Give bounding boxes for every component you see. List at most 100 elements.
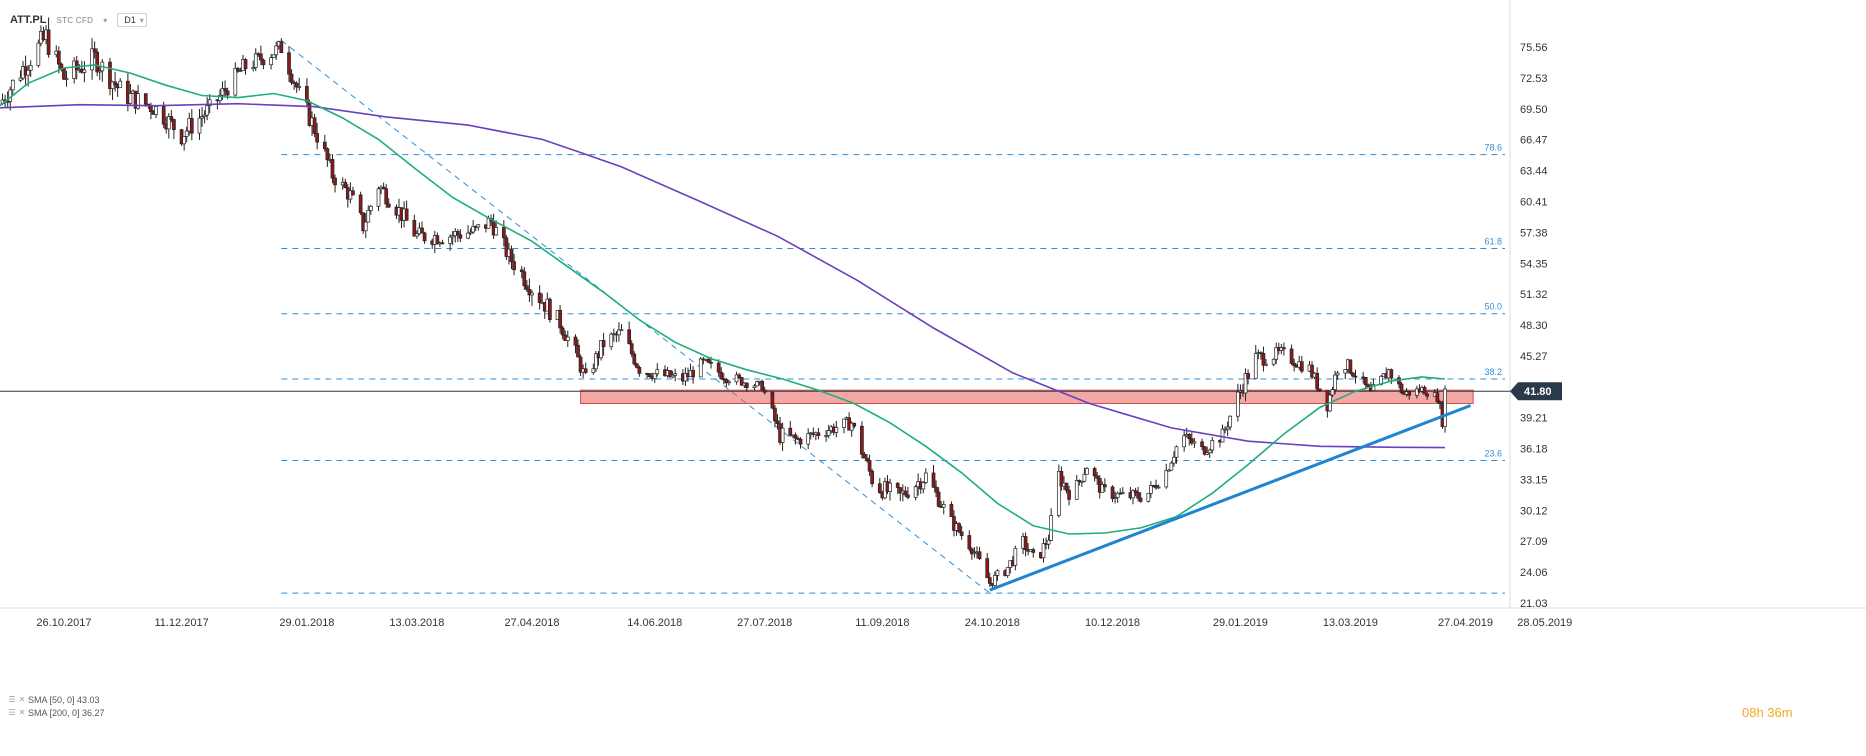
chart-toolbar: ATT.PL STC CFD ▾ D1 ▾ <box>10 10 147 30</box>
candle-body <box>10 79 15 91</box>
candles-group <box>0 17 1447 589</box>
candle-body <box>632 353 637 365</box>
candle-body <box>1202 446 1207 455</box>
candle-body <box>289 73 294 83</box>
candle-body <box>1189 438 1194 444</box>
candle-body <box>895 482 900 488</box>
x-tick-label: 14.06.2018 <box>627 617 682 629</box>
candle-body <box>862 453 867 459</box>
candle-body <box>422 232 427 242</box>
candle-body <box>220 88 225 96</box>
candle-body <box>1317 388 1322 392</box>
candle-body <box>197 117 202 134</box>
candle-body <box>172 119 176 131</box>
candle-body <box>468 231 473 234</box>
candle-body <box>1225 426 1230 430</box>
candle-body <box>458 234 463 239</box>
candle-body <box>1333 374 1337 390</box>
candle-body <box>788 427 793 436</box>
candle-body <box>1095 475 1100 479</box>
settings-icon[interactable]: ☰ <box>8 695 16 704</box>
trendline <box>989 404 1472 592</box>
candle-body <box>358 194 363 214</box>
timeframe-select[interactable]: D1 ▾ <box>117 13 147 27</box>
candle-body <box>1146 492 1151 502</box>
candle-body <box>1335 372 1340 376</box>
candle-body <box>1371 384 1376 391</box>
candle-body <box>1080 480 1084 483</box>
candle-body <box>251 67 256 70</box>
candle-body <box>1131 490 1135 499</box>
candle-body <box>522 271 527 287</box>
candle-body <box>476 224 481 228</box>
sma200-line <box>0 102 1446 449</box>
x-tick-label: 10.12.2018 <box>1085 617 1140 629</box>
candle-body <box>941 504 946 508</box>
candle-body <box>867 460 872 472</box>
candle-body <box>1366 384 1371 387</box>
candle-body <box>509 248 514 263</box>
candle-body <box>921 482 926 490</box>
candle-body <box>1136 492 1140 499</box>
candle-body <box>1343 369 1348 374</box>
close-icon[interactable]: ✕ <box>18 695 26 704</box>
candle-body <box>1133 490 1138 493</box>
candle-body <box>870 470 874 485</box>
symbol-label[interactable]: ATT.PL <box>10 14 47 26</box>
candle-body <box>1067 489 1071 500</box>
candle-body <box>225 90 230 96</box>
candle-body <box>218 94 222 101</box>
candle-countdown: 08h 36m <box>1742 705 1793 720</box>
indicator-legend: ☰ ✕ SMA [50, 0] 43.03 ☰ ✕ SMA [200, 0] 3… <box>8 693 104 719</box>
candle-body <box>934 486 938 493</box>
candle-body <box>512 261 516 271</box>
candle-body <box>1059 471 1064 487</box>
candle-body <box>959 531 964 536</box>
x-tick-label: 13.03.2018 <box>389 617 444 629</box>
candle-body <box>519 269 524 273</box>
candle-body <box>1115 492 1120 498</box>
candle-body <box>716 362 721 373</box>
x-tick-label: 11.12.2017 <box>154 617 208 629</box>
candle-body <box>1435 392 1440 403</box>
candle-body <box>1363 377 1368 386</box>
candle-body <box>297 86 302 88</box>
candle-body <box>1074 480 1079 500</box>
candle-body <box>565 336 570 341</box>
close-icon[interactable]: ✕ <box>18 708 26 717</box>
candle-body <box>376 188 381 207</box>
candle-body <box>1425 393 1429 397</box>
candle-body <box>591 368 596 373</box>
candle-body <box>1113 497 1117 499</box>
candle-body <box>537 292 542 303</box>
candle-body <box>271 54 276 58</box>
candle-body <box>466 232 470 239</box>
candle-body <box>949 504 954 517</box>
candle-body <box>1187 434 1192 440</box>
y-tick-label: 30.12 <box>1520 505 1548 517</box>
candle-body <box>762 389 767 393</box>
candle-body <box>877 483 882 493</box>
candle-body <box>448 236 452 244</box>
candle-body <box>1166 469 1171 472</box>
candle-body <box>527 289 532 296</box>
candle-body <box>82 69 87 73</box>
settings-icon[interactable]: ☰ <box>8 708 16 717</box>
candle-body <box>752 385 757 388</box>
candle-body <box>727 381 731 384</box>
candle-body <box>739 377 744 386</box>
y-tick-label: 33.15 <box>1520 474 1548 486</box>
y-tick-label: 69.50 <box>1520 104 1548 116</box>
candle-body <box>169 116 174 120</box>
candle-body <box>315 133 319 143</box>
candle-body <box>363 221 368 232</box>
candle-body <box>108 61 112 89</box>
chevron-down-icon[interactable]: ▾ <box>103 15 108 25</box>
candle-body <box>860 425 864 455</box>
candle-body <box>599 340 603 359</box>
candle-body <box>343 181 348 188</box>
candle-body <box>136 93 140 109</box>
candle-body <box>834 427 839 433</box>
y-tick-label: 39.21 <box>1520 413 1548 425</box>
